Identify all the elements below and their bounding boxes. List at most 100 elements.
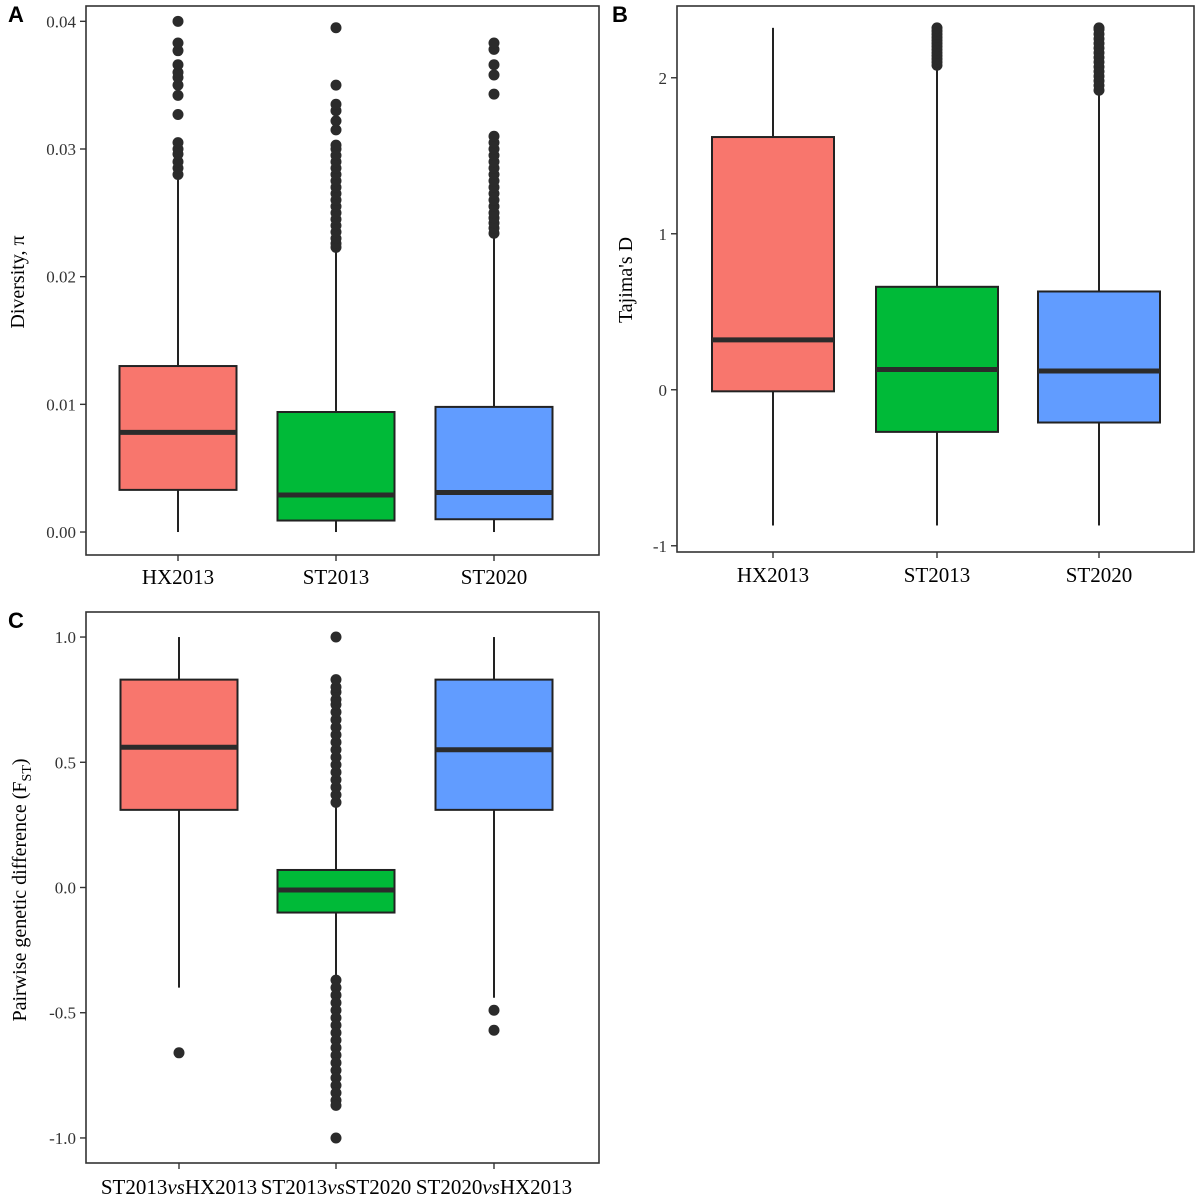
panel-a-y-tick-label: 0.02 (46, 268, 76, 287)
panel-a-box-2 (276, 22, 396, 533)
panel-a-box-1-outlier-point (172, 37, 184, 49)
panel-b-box-3 (1037, 22, 1161, 526)
panel-c-box-2-outlier-point (330, 1132, 342, 1144)
panel-c-box-2-outlier-point (330, 1004, 342, 1016)
panel-a-box-3 (434, 37, 554, 533)
panel-c-box-1-iqr-box (119, 678, 239, 811)
panel-c-box-3-outlier-point (488, 1024, 500, 1036)
panel-a-box-1-iqr-box (118, 365, 238, 491)
panel-c-box-2-outlier-point (330, 759, 342, 771)
panel-a-box-2-outlier-point (330, 22, 342, 34)
panel-a-box-1-outlier-point (172, 15, 184, 27)
panel-c-box-2-outlier-point (330, 694, 342, 706)
panel-b-letter: B (612, 2, 628, 27)
panel-b-boxes (711, 22, 1161, 526)
panel-c-frame (85, 611, 600, 1164)
panel-c-box-2-outlier-point (330, 1099, 342, 1111)
panel-a-y-tick-label: 0.03 (46, 140, 76, 159)
panel-a-box-2-outlier-point (330, 79, 342, 91)
panel-a-box-1-outlier-point (172, 109, 184, 121)
panel-b-y-axis-title: Tajima's D (615, 237, 637, 323)
panel-a-box-2-outlier-point (330, 139, 342, 151)
panel-c-box-2-outlier-point (330, 714, 342, 726)
panel-c-y-ticks: -1.0 -0.5 0.0 0.5 1.0 (49, 628, 86, 1148)
panel-c-box-2-outlier-point (330, 631, 342, 643)
panel-c-box-2-outlier-point (330, 1019, 342, 1031)
panel-a-box-1-outlier-point (172, 137, 184, 149)
panel-b: B Tajima's D -1 0 1 2 HX2013 ST2013 ST2020 (612, 2, 1195, 587)
panel-c-box-2-outlier-point (330, 721, 342, 733)
panel-c: C Pairwise genetic difference (FST) -1.0… (8, 608, 600, 1199)
panel-a-box-3-outlier-point (488, 37, 500, 49)
panel-c-y-tick-label: -0.5 (49, 1004, 76, 1023)
panel-a-box-2-outlier-point (330, 115, 342, 127)
panel-b-y-tick-label: 0 (659, 381, 668, 400)
panel-a-x-tick-label: ST2020 (461, 565, 528, 589)
panel-c-box-2-outlier-point (330, 796, 342, 808)
panel-c-box-2-outlier-point (330, 1012, 342, 1024)
panel-c-letter: C (8, 608, 24, 633)
panel-a-y-tick-label: 0.00 (46, 523, 76, 542)
panel-a-y-tick-label: 0.01 (46, 395, 76, 414)
panel-a-box-3-outlier-point (488, 88, 500, 100)
panel-b-x-tick-label: ST2020 (1066, 563, 1133, 587)
panel-c-box-2-outlier-point (330, 774, 342, 786)
panel-c-box-1 (119, 637, 239, 1059)
panel-b-box-2-iqr-box (875, 285, 999, 433)
panel-c-y-tick-label: 0.5 (55, 753, 76, 772)
panel-c-y-tick-label: 0.0 (55, 879, 76, 898)
panel-c-x-tick-label: ST2020vsHX2013 (416, 1175, 572, 1199)
panel-c-box-2-outlier-point (330, 1064, 342, 1076)
panel-a-box-1-outlier-point (172, 89, 184, 101)
panel-a-x-tick-label: HX2013 (142, 565, 214, 589)
panel-c-box-2-outlier-point (330, 674, 342, 686)
panel-c-y-axis-title-end: ) (9, 758, 31, 765)
panel-c-box-2-outlier-point (330, 751, 342, 763)
panel-a-box-3-outlier-point (488, 130, 500, 142)
panel-c-box-2-outlier-point (330, 1049, 342, 1061)
panel-c-box-2-outlier-point (330, 744, 342, 756)
panel-c-box-2-outlier-point (330, 781, 342, 793)
panel-c-box-2-outlier-point (330, 789, 342, 801)
panel-c-box-2-outlier-point (330, 997, 342, 1009)
panel-c-box-3-outlier-point (488, 1004, 500, 1016)
panel-a-box-1-outlier-point (172, 156, 184, 168)
panel-a-y-ticks: 0.00 0.01 0.02 0.03 0.04 (46, 12, 86, 542)
panel-a-box-3-outlier-point (488, 59, 500, 71)
panel-c-box-3-iqr-box (434, 678, 554, 811)
panel-c-box-2-outlier-point (330, 736, 342, 748)
panel-a-y-axis-title: Diversity, π (7, 235, 29, 328)
panel-b-x-ticks: HX2013 ST2013 ST2020 (737, 552, 1132, 587)
panel-c-y-axis-title-main: Pairwise genetic difference (F (9, 781, 31, 1021)
panel-a-box-1-outlier-point (172, 59, 184, 71)
panel-c-box-2-outlier-point (330, 1034, 342, 1046)
panel-a-box-2-outlier-point (330, 98, 342, 110)
panel-a: A Diversity, π 0.00 0.01 0.02 0.03 0.04 HX20… (7, 2, 600, 589)
panel-b-frame (676, 5, 1195, 553)
panel-a-box-1-outlier-point (172, 45, 184, 57)
panel-c-boxes (119, 631, 554, 1144)
panel-b-box-2-outlier-point (931, 22, 943, 34)
panel-c-box-2-outlier-point (330, 1042, 342, 1054)
panel-b-y-tick-label: 1 (659, 225, 668, 244)
panel-b-box-3-outlier-point (1093, 22, 1105, 34)
panel-c-box-2-outlier-point (330, 729, 342, 741)
panel-a-box-2-outlier-point (330, 124, 342, 136)
panel-b-box-3-iqr-box (1037, 290, 1161, 424)
panel-a-x-tick-label: ST2013 (303, 565, 370, 589)
panel-b-x-tick-label: ST2013 (904, 563, 971, 587)
panel-a-x-ticks: HX2013 ST2013 ST2020 (142, 555, 527, 589)
panel-c-y-axis-title: Pairwise genetic difference (FST) (9, 758, 35, 1021)
panel-c-y-tick-label: -1.0 (49, 1129, 76, 1148)
panel-b-box-1 (711, 27, 835, 526)
panel-a-letter: A (8, 2, 24, 27)
panel-a-box-2-iqr-box (276, 411, 396, 522)
panel-a-boxes (118, 15, 554, 533)
panel-a-box-1-outlier-point (172, 66, 184, 78)
panel-a-box-3-iqr-box (434, 405, 554, 521)
panel-b-box-2 (875, 22, 999, 526)
panel-b-y-tick-label: -1 (653, 537, 667, 556)
panel-c-y-tick-label: 1.0 (55, 628, 76, 647)
panel-c-box-2-outlier-point (330, 989, 342, 1001)
panel-b-x-tick-label: HX2013 (737, 563, 809, 587)
